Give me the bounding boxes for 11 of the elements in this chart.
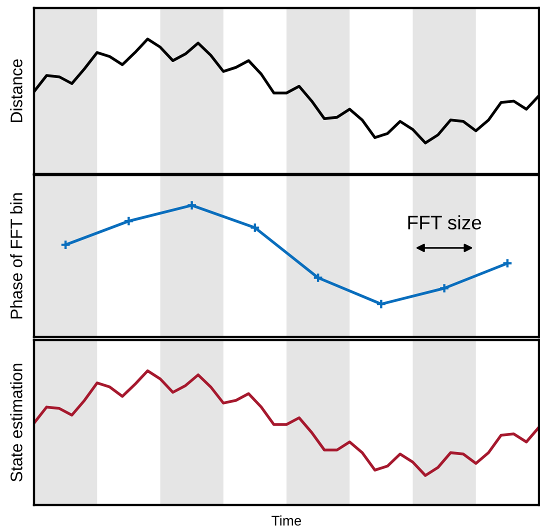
x-axis-title: Time: [272, 515, 302, 526]
y-axis-title: Phase of FFT bin: [10, 193, 22, 318]
y-axis-title: State estimation: [10, 364, 22, 482]
point: [123, 216, 134, 226]
point: [439, 282, 450, 294]
point: [376, 298, 386, 310]
y-axis-title: Distance: [10, 59, 22, 122]
point: [186, 200, 198, 211]
annotation: FFT size: [408, 215, 482, 230]
point: [250, 222, 260, 233]
point: [312, 272, 324, 284]
